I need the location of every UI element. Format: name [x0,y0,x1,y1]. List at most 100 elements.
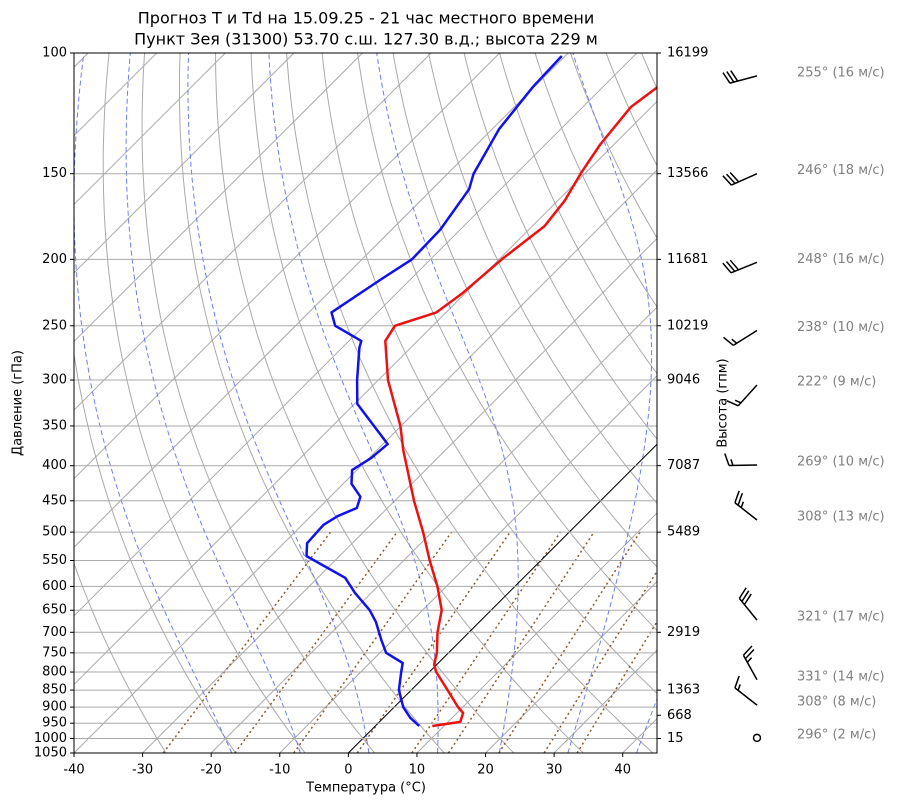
barb-feather [722,175,732,186]
wind-barb [734,490,758,521]
dry-adiabat [179,53,445,753]
barb-feather [725,261,736,272]
y2-tick-label: 16199 [667,46,708,61]
x-axis-label: Температура (°C) [305,781,426,796]
dry-adiabat [357,53,657,632]
dry-adiabat [141,53,376,753]
barb-feather [726,400,739,407]
axes: 1001502002503003504004505005506006507007… [34,46,708,778]
y2-axis-label: Высота (гпм) [716,358,731,447]
barb-feather [730,70,739,82]
y-tick-label: 150 [42,166,67,181]
background-lines [74,53,657,753]
y2-tick-label: 5489 [667,525,700,540]
calm-circle [752,733,762,743]
isotherm [74,53,363,343]
barb-feather [726,71,735,83]
isotherm [74,53,432,411]
mixing-ratio-line [447,531,595,753]
moist-adiabat [567,53,653,753]
dry-adiabat [499,53,657,375]
y-tick-label: 650 [42,603,67,618]
x-tick-label: -20 [201,763,222,778]
barb-feather [741,590,750,602]
profiles [305,55,657,728]
isotherm [142,237,657,753]
y-tick-label: 250 [42,318,67,333]
y-tick-label: 850 [42,683,67,698]
barb-feather [746,657,753,663]
y-tick-label: 200 [42,252,67,267]
wind-barb [738,587,758,621]
barb-feather [738,587,747,599]
barb-staff [737,384,758,407]
dry-adiabat [570,53,657,239]
wind-barb [734,675,758,706]
wind-barbs: 255° (16 м/с) 246° (18 м/с) 248° (16 м/с) 2… [722,65,885,743]
moist-adiabat [187,53,370,753]
barb-staff [732,329,758,346]
chart-subtitle: Пункт Зея (31300) 53.70 с.ш. 127.30 в.д.… [134,30,598,49]
x-tick-label: 0 [344,763,352,778]
isotherm [74,53,501,480]
wind-barb [723,329,758,346]
x-tick-label: 30 [546,763,563,778]
y-tick-label: 500 [42,525,67,540]
dry-adiabat [215,53,515,753]
mixing-ratio-line [543,569,657,753]
wind-label: 238° (10 м/с) [797,320,885,335]
barb-feather [730,459,734,466]
barb-feather [723,336,734,346]
isotherm [74,53,226,206]
mixing-ratio-line [498,531,641,753]
dry-adiabat [428,53,657,505]
wind-barb [724,453,758,467]
wind-label: 308° (8 м/с) [797,695,876,710]
dry-adiabat [321,53,657,695]
barb-feather [734,490,740,503]
dry-adiabat [250,53,584,753]
y-tick-label: 300 [42,373,67,388]
x-tick-label: -10 [269,763,290,778]
barb-feather [734,399,742,404]
y2-tick-label: 15 [667,731,684,746]
y2-tick-label: 13566 [667,166,708,181]
y-tick-label: 950 [42,716,67,731]
barb-feather [742,645,753,656]
y-tick-label: 800 [42,665,67,680]
barb-feather [722,72,731,84]
y-tick-label: 900 [42,700,67,715]
barb-staff [734,502,758,521]
isotherm [210,306,657,753]
barb-feather [729,171,740,183]
profile-line [305,55,563,727]
barb-feather [722,262,732,274]
y-tick-label: 400 [42,458,67,473]
barb-feather [731,338,738,344]
dry-adiabat [102,53,306,753]
y-tick-label: 100 [42,46,67,61]
mixing-ratio-line [293,531,453,753]
y-tick-label: 1000 [34,731,67,746]
barb-feather [737,493,744,506]
wind-barb [742,645,758,681]
barb-feather [737,684,741,691]
dry-adiabat [286,53,654,753]
y-tick-label: 600 [42,579,67,594]
y2-tick-label: 2919 [667,625,700,640]
wind-label: 248° (16 м/с) [797,252,885,267]
barb-feather [740,501,745,508]
moist-adiabat [376,53,519,753]
barb-staff [731,173,758,186]
freezing-isotherm [347,443,657,753]
x-tick-label: 20 [477,763,494,778]
wind-label: 269° (10 м/с) [797,454,885,469]
wind-barb [726,384,758,407]
wind-label: 321° (17 м/с) [797,610,885,625]
wind-barb [722,259,758,274]
dry-adiabat [534,53,657,308]
y-tick-label: 350 [42,418,67,433]
mixing-ratio-line [162,531,332,753]
